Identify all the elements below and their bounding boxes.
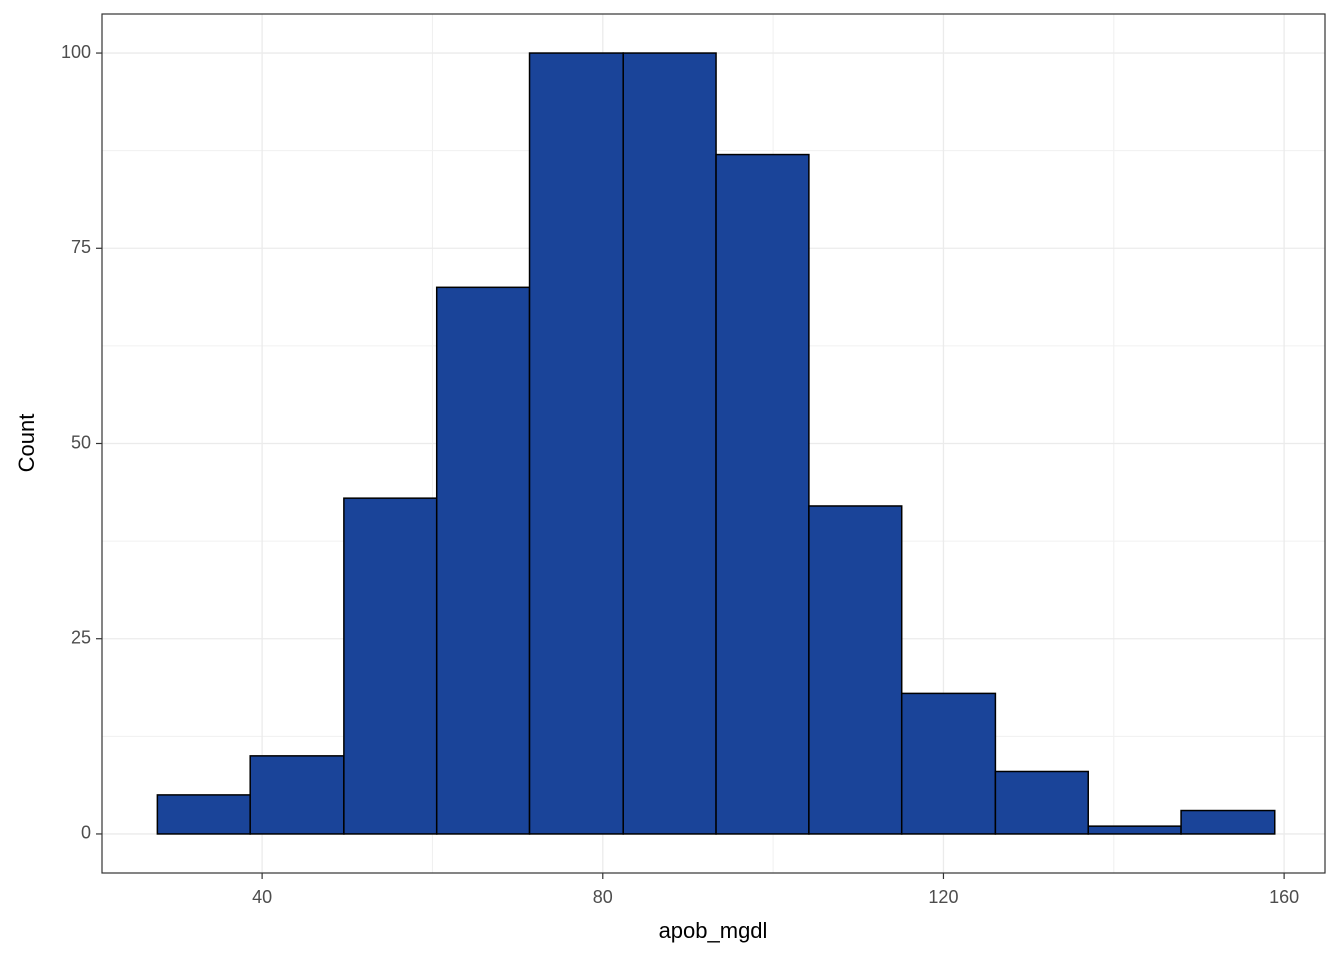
bar bbox=[994, 770, 1089, 835]
y-tick-label: 50 bbox=[71, 432, 91, 452]
y-tick-label: 25 bbox=[71, 627, 91, 647]
y-tick-label: 0 bbox=[81, 823, 91, 843]
bar bbox=[435, 286, 531, 835]
bar bbox=[1087, 825, 1182, 835]
x-tick-label: 80 bbox=[593, 887, 613, 907]
bar bbox=[1180, 809, 1276, 835]
bar bbox=[715, 153, 810, 835]
x-axis-title: apob_mgdl bbox=[659, 918, 768, 943]
y-axis-title: Count bbox=[14, 414, 39, 473]
bar bbox=[622, 52, 717, 835]
x-tick-label: 160 bbox=[1269, 887, 1299, 907]
y-tick-label: 75 bbox=[71, 237, 91, 257]
bar bbox=[249, 755, 345, 835]
x-tick-label: 40 bbox=[252, 887, 272, 907]
bar bbox=[528, 52, 624, 835]
bar bbox=[156, 794, 251, 835]
bars bbox=[156, 52, 1276, 835]
bar bbox=[900, 692, 997, 835]
x-tick-label: 120 bbox=[928, 887, 958, 907]
y-tick-label: 100 bbox=[61, 42, 91, 62]
bar bbox=[343, 497, 438, 835]
bar bbox=[808, 505, 903, 835]
